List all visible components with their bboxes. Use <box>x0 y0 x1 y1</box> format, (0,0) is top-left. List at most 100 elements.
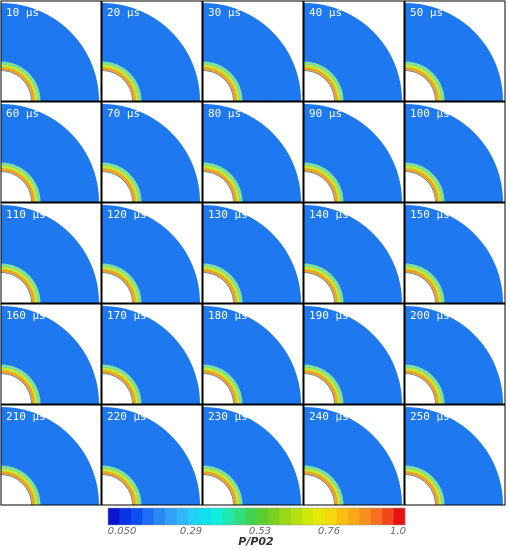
time-label: 200 μs <box>410 309 450 322</box>
panel: 110 μs <box>0 202 102 304</box>
body <box>405 71 435 101</box>
panel-border <box>404 303 506 405</box>
shock-mid <box>102 266 139 303</box>
contour <box>203 405 303 505</box>
shock-outer <box>102 465 142 505</box>
contour <box>203 1 303 101</box>
time-label: 100 μs <box>410 107 450 120</box>
shock-mid <box>102 367 139 404</box>
shock-mid <box>102 64 139 101</box>
body <box>304 475 334 505</box>
body <box>102 172 132 202</box>
shock-inner <box>1 370 35 404</box>
body <box>405 475 435 505</box>
panel-border <box>0 404 102 506</box>
time-label: 230 μs <box>208 410 248 423</box>
shock-inner <box>405 370 439 404</box>
time-label: 50 μs <box>410 6 443 19</box>
panel: 100 μs <box>404 101 506 203</box>
panel-border <box>0 303 102 405</box>
panel-border <box>202 101 304 203</box>
colorbar-tick-label: 0.050 <box>108 526 137 537</box>
body <box>203 374 233 404</box>
time-label: 70 μs <box>107 107 140 120</box>
colorbar-swatch <box>347 508 360 525</box>
colorbar-swatch <box>119 508 132 525</box>
colorbar-swatch <box>370 508 383 525</box>
shock-outer <box>102 263 142 303</box>
panel: 180 μs <box>202 303 304 405</box>
shock-mid <box>203 64 240 101</box>
shock-mid <box>102 165 139 202</box>
colorbar-swatch <box>176 508 189 525</box>
shock-outer <box>203 61 243 101</box>
shock-inner <box>1 471 35 505</box>
panel-border <box>404 202 506 304</box>
panel-border <box>0 202 102 304</box>
contour <box>102 405 202 505</box>
panel: 120 μs <box>101 202 203 304</box>
body <box>1 374 31 404</box>
body <box>203 273 233 303</box>
shock-mid <box>1 266 38 303</box>
colorbar-swatch <box>279 508 292 525</box>
panel: 220 μs <box>101 404 203 506</box>
panel: 10 μs <box>0 0 102 102</box>
colorbar-swatch <box>108 508 120 525</box>
time-label: 240 μs <box>309 410 349 423</box>
contour <box>1 102 101 202</box>
shock-inner <box>203 370 237 404</box>
shock-inner <box>203 269 237 303</box>
colorbar-swatch <box>245 508 257 525</box>
colorbar-swatch <box>187 508 200 525</box>
time-label: 60 μs <box>6 107 39 120</box>
contour <box>1 304 101 404</box>
body <box>102 374 132 404</box>
colorbar-swatch <box>313 508 326 525</box>
contour <box>102 1 202 101</box>
shock-outer <box>405 263 445 303</box>
body <box>203 172 233 202</box>
time-label: 30 μs <box>208 6 241 19</box>
body <box>203 475 233 505</box>
colorbar-swatch <box>290 508 303 525</box>
shock-outer <box>102 61 142 101</box>
shock-mid <box>304 367 341 404</box>
panel-border <box>202 303 304 405</box>
shock-mid <box>304 468 341 505</box>
panel-border <box>303 303 405 405</box>
contour <box>102 102 202 202</box>
body <box>102 71 132 101</box>
shock-mid <box>405 64 442 101</box>
panel: 140 μs <box>303 202 405 304</box>
time-label: 130 μs <box>208 208 248 221</box>
shock-inner <box>1 269 35 303</box>
colorbar-tick-label: 0.76 <box>318 526 340 537</box>
panel-border <box>303 101 405 203</box>
shock-outer <box>1 162 41 202</box>
shock-mid <box>304 64 341 101</box>
colorbar-border <box>107 507 406 526</box>
shock-mid <box>1 165 38 202</box>
shock-inner <box>203 67 237 101</box>
time-label: 140 μs <box>309 208 349 221</box>
panel: 40 μs <box>303 0 405 102</box>
colorbar-swatch <box>199 508 212 525</box>
colorbar-tick-label: 0.53 <box>249 526 271 537</box>
shock-inner <box>1 67 35 101</box>
panel-border <box>303 202 405 304</box>
time-label: 10 μs <box>6 6 39 19</box>
shock-inner <box>102 67 136 101</box>
panel-border <box>0 101 102 203</box>
shock-inner <box>405 67 439 101</box>
colorbar-tick-label: 1.0 <box>390 526 406 537</box>
shock-outer <box>304 162 344 202</box>
body <box>405 172 435 202</box>
body <box>1 475 31 505</box>
shock-inner <box>102 471 136 505</box>
shock-inner <box>304 67 338 101</box>
colorbar-swatch <box>222 508 234 525</box>
panel: 90 μs <box>303 101 405 203</box>
panel-border <box>404 0 506 102</box>
